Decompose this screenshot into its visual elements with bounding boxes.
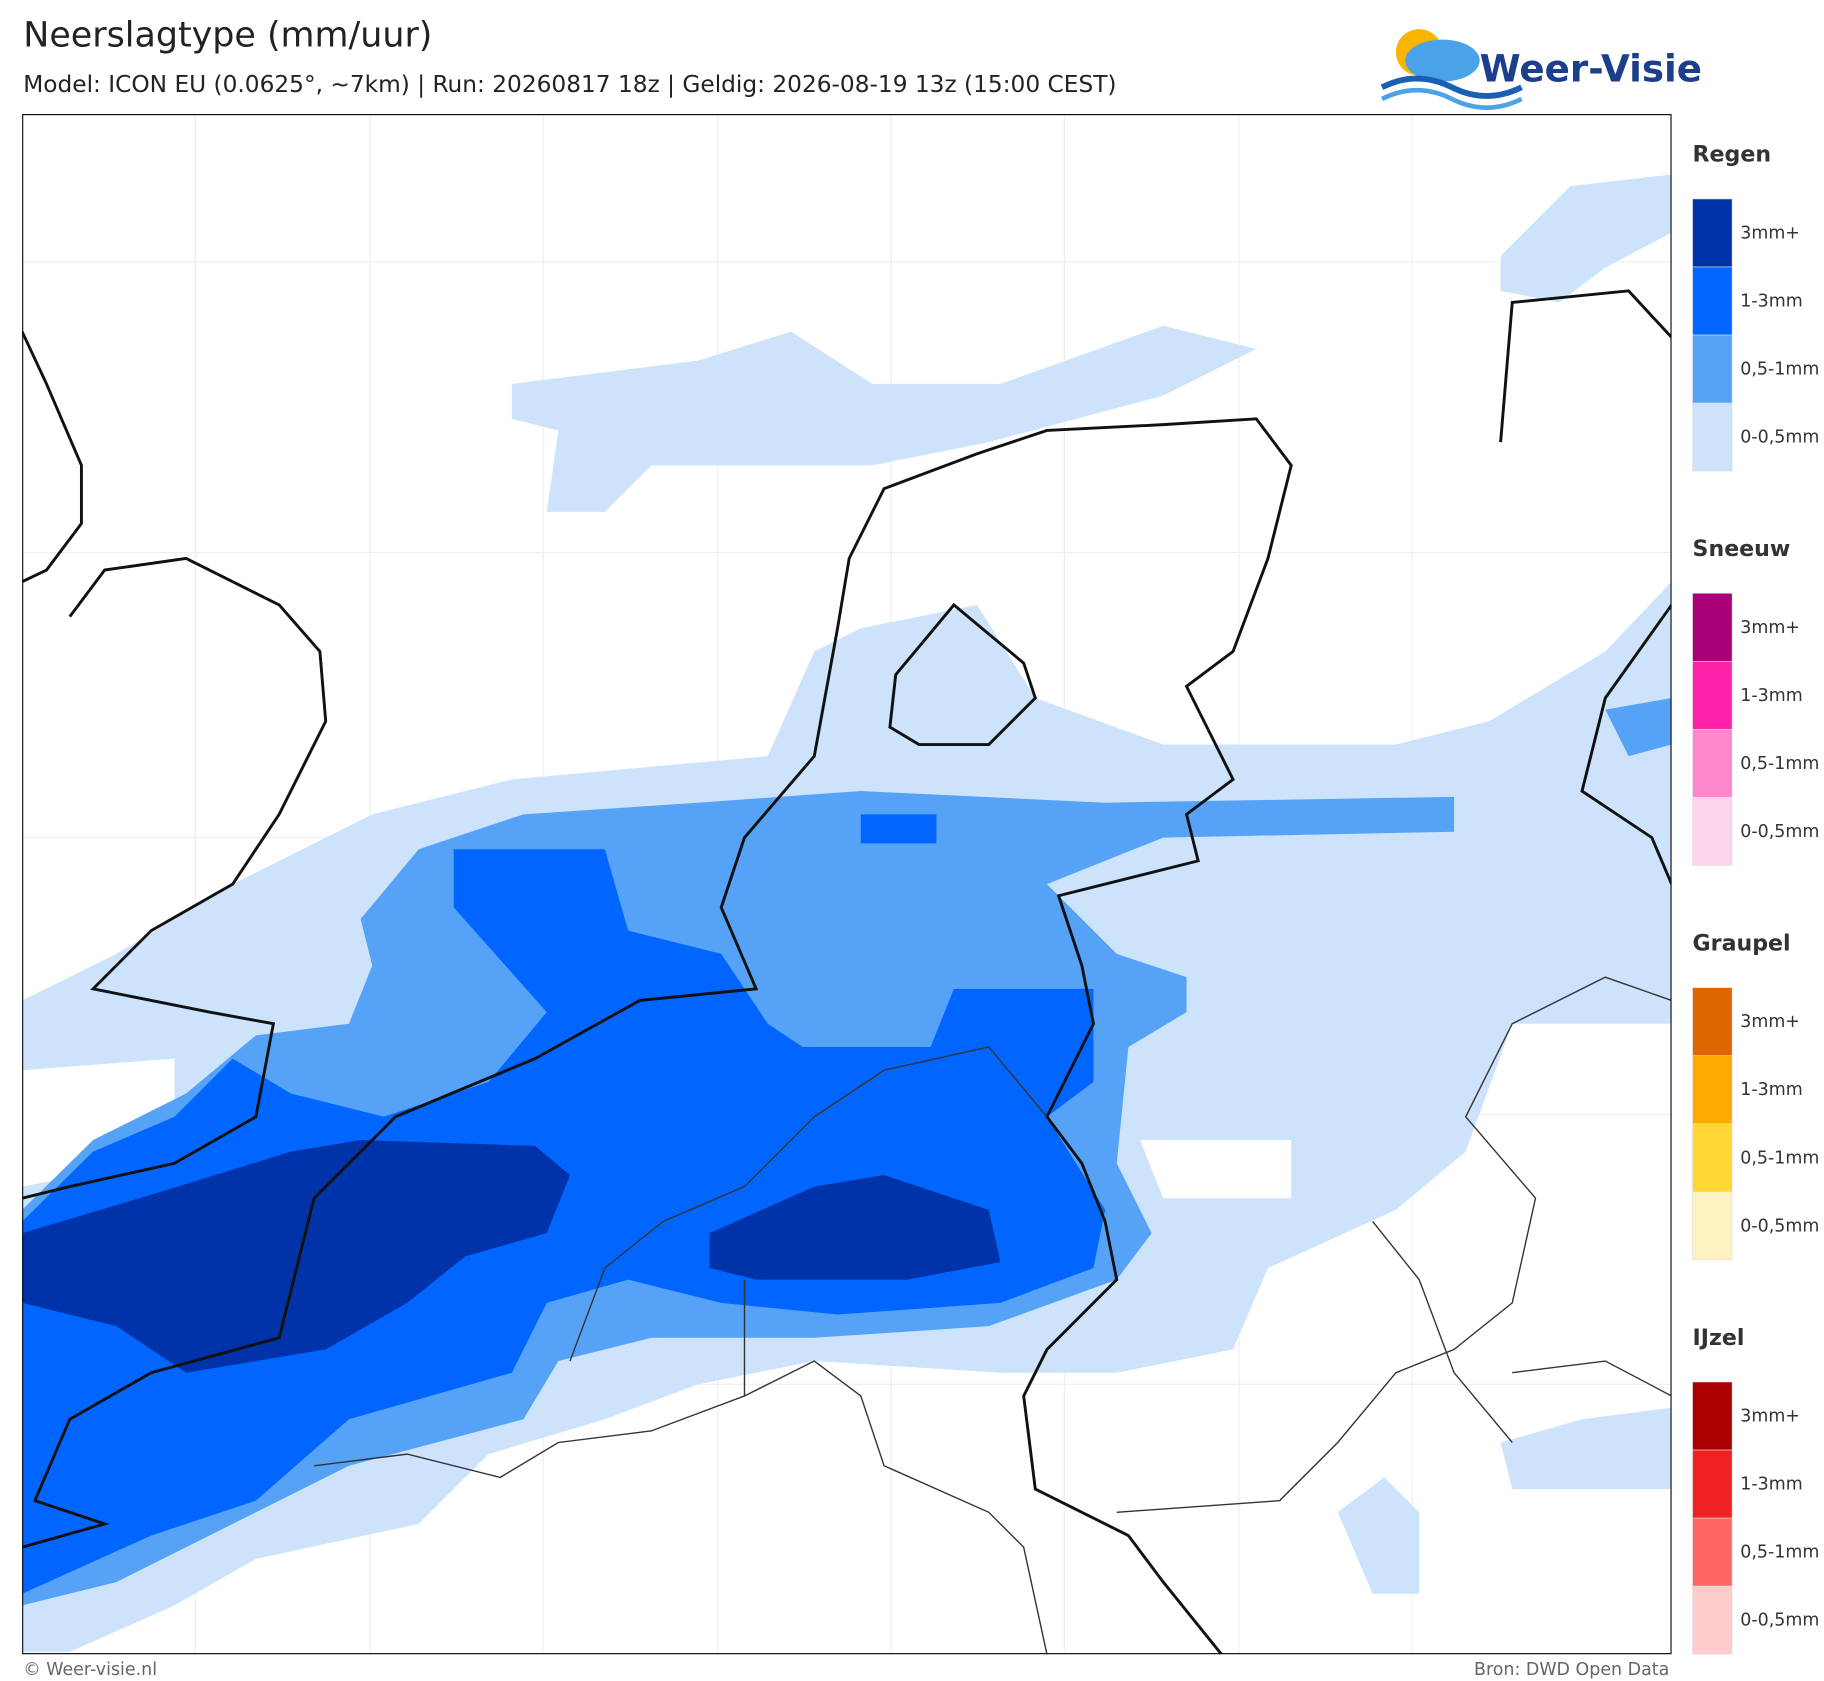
legend-label: 0-0,5mm (1740, 428, 1819, 448)
legend-swatch (1692, 198, 1733, 268)
legend-swatch (1692, 1449, 1733, 1519)
legend-swatch (1692, 266, 1733, 336)
legend-label: 0,5-1mm (1740, 1543, 1819, 1563)
legend-swatch (1692, 729, 1733, 798)
legend-swatch (1692, 987, 1733, 1056)
legend-label: 0-0,5mm (1740, 822, 1819, 842)
legend-title: Regen (1693, 142, 1772, 168)
legend-title: Sneeuw (1693, 536, 1791, 562)
legend-label: 0,5-1mm (1740, 754, 1819, 774)
legend-label: 3mm+ (1740, 1012, 1800, 1032)
legend-label: 3mm+ (1740, 224, 1800, 244)
legend-label: 0,5-1mm (1740, 360, 1819, 380)
legend-swatch (1692, 1055, 1733, 1125)
legend-label: 0-0,5mm (1740, 1611, 1819, 1631)
legend: Regen 3mm+ 1-3mm 0,5-1mm 0-0,5mm Sneeuw 3mm+ 1-… (1692, 142, 1819, 1655)
legend-swatch (1692, 1517, 1733, 1587)
logo: Weer-Visie (1380, 29, 1702, 110)
legend-title: IJzel (1693, 1325, 1745, 1351)
legend-label: 3mm+ (1740, 618, 1800, 638)
footer-left: © Weer-visie.nl (23, 1660, 157, 1680)
map (22, 114, 1672, 1655)
title: Neerslagtype (mm/uur) (23, 16, 432, 56)
legend-swatch (1692, 1123, 1733, 1193)
logo-text: Weer-Visie (1480, 46, 1702, 90)
legend-label: 0,5-1mm (1740, 1148, 1819, 1168)
legend-label: 0-0,5mm (1740, 1216, 1819, 1236)
legend-label: 1-3mm (1740, 686, 1802, 706)
legend-swatch (1692, 1585, 1733, 1655)
legend-label: 1-3mm (1740, 1080, 1802, 1100)
legend-label: 1-3mm (1740, 292, 1802, 312)
legend-label: 1-3mm (1740, 1475, 1802, 1495)
legend-swatch (1692, 402, 1733, 472)
legend-label: 3mm+ (1740, 1407, 1800, 1427)
legend-title: Graupel (1693, 930, 1791, 956)
legend-swatch (1692, 1381, 1733, 1451)
legend-swatch (1692, 1191, 1733, 1261)
footer-right: Bron: DWD Open Data (1474, 1660, 1669, 1680)
legend-swatch (1692, 797, 1733, 866)
legend-swatch (1692, 334, 1733, 404)
subtitle: Model: ICON EU (0.0625°, ~7km) | Run: 20… (23, 71, 1116, 98)
legend-swatch (1692, 593, 1733, 662)
legend-swatch (1692, 661, 1733, 730)
